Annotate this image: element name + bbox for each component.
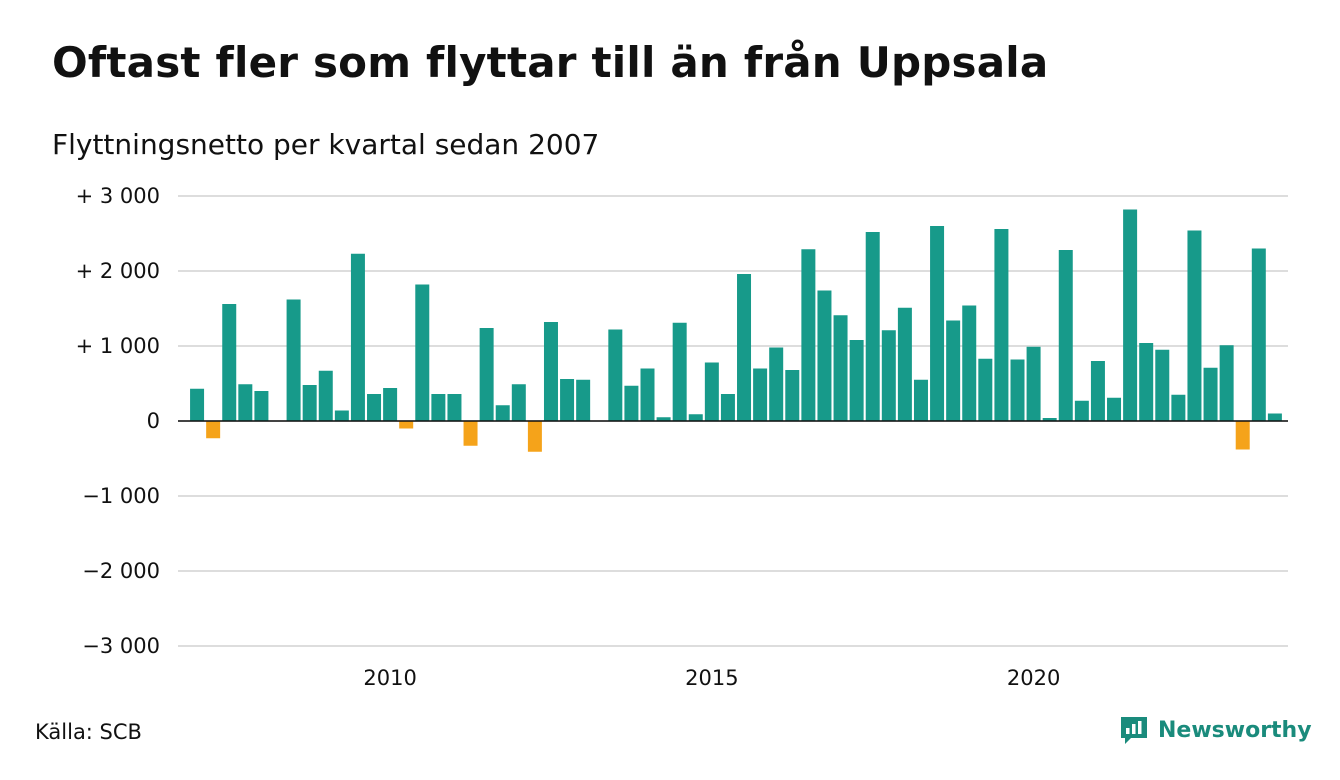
bar <box>897 307 912 421</box>
bar <box>1219 345 1234 421</box>
chart-subtitle: Flyttningsnetto per kvartal sedan 2007 <box>52 128 600 161</box>
y-tick-label: −3 000 <box>82 634 160 658</box>
bar <box>849 340 864 421</box>
y-tick-label: + 2 000 <box>76 259 160 283</box>
bar <box>769 347 784 421</box>
bar <box>318 370 333 421</box>
bar <box>560 379 575 421</box>
bar <box>1203 367 1218 421</box>
bar <box>206 421 221 439</box>
x-tick-label: 2020 <box>1007 666 1060 690</box>
bar <box>656 417 671 421</box>
bar <box>254 391 269 421</box>
bar <box>1090 361 1105 421</box>
bar <box>640 368 655 421</box>
source-note: Källa: SCB <box>35 720 142 744</box>
bar <box>302 385 317 421</box>
bar <box>415 284 430 421</box>
y-tick-label: −1 000 <box>82 484 160 508</box>
bar <box>334 410 349 421</box>
y-tick-label: 0 <box>147 409 160 433</box>
bar <box>881 330 896 421</box>
bar <box>1171 394 1186 421</box>
bar <box>286 299 301 421</box>
bar <box>1123 209 1138 421</box>
x-tick-label: 2015 <box>685 666 738 690</box>
bar <box>737 274 752 421</box>
bar <box>495 405 510 421</box>
bar <box>1155 349 1170 421</box>
y-tick-label: −2 000 <box>82 559 160 583</box>
newsworthy-logo-icon <box>1121 717 1147 744</box>
bar <box>1235 421 1250 450</box>
bar <box>511 384 526 421</box>
x-tick-label: 2010 <box>363 666 416 690</box>
bar <box>624 385 639 421</box>
bar <box>608 329 623 421</box>
bar <box>399 421 414 429</box>
bar <box>479 328 494 421</box>
brand-name: Newsworthy <box>1158 717 1312 743</box>
bar <box>817 290 832 421</box>
bar <box>190 388 205 421</box>
brand-logo: Newsworthy <box>1118 714 1312 746</box>
bar <box>753 368 768 421</box>
bar <box>785 370 800 421</box>
bar <box>367 394 382 421</box>
bar <box>913 379 928 421</box>
bar <box>1058 250 1073 421</box>
bar <box>527 421 542 452</box>
bar <box>1139 343 1154 421</box>
y-tick-label: + 1 000 <box>76 334 160 358</box>
bar-chart: + 3 000 + 2 000 + 1 000 0 −1 000 −2 000 −3 000… <box>76 184 1288 690</box>
bar <box>672 322 687 421</box>
bar <box>1251 248 1266 421</box>
bar <box>431 394 446 421</box>
y-tick-label: + 3 000 <box>76 184 160 208</box>
bar <box>1074 400 1089 421</box>
bar <box>1042 418 1057 421</box>
bar <box>238 384 253 421</box>
bar <box>1187 230 1202 421</box>
bar <box>1026 346 1041 421</box>
bar <box>994 229 1009 421</box>
bar <box>978 358 993 421</box>
bar <box>350 253 365 421</box>
chart-title: Oftast fler som flyttar till än från Upp… <box>52 38 1049 87</box>
bar <box>222 304 237 421</box>
bar <box>1107 397 1122 421</box>
bar <box>962 305 977 421</box>
bar <box>704 362 719 421</box>
bar <box>576 379 591 421</box>
bar <box>447 394 462 421</box>
bar <box>383 388 398 421</box>
bar <box>833 315 848 421</box>
bar <box>930 226 945 421</box>
bar <box>1267 413 1282 421</box>
bar <box>543 322 558 421</box>
bar <box>463 421 478 446</box>
bar <box>720 394 735 421</box>
bar <box>801 249 816 421</box>
bar <box>865 232 880 421</box>
bar <box>688 414 703 421</box>
bar <box>946 320 961 421</box>
bar <box>1010 359 1025 421</box>
